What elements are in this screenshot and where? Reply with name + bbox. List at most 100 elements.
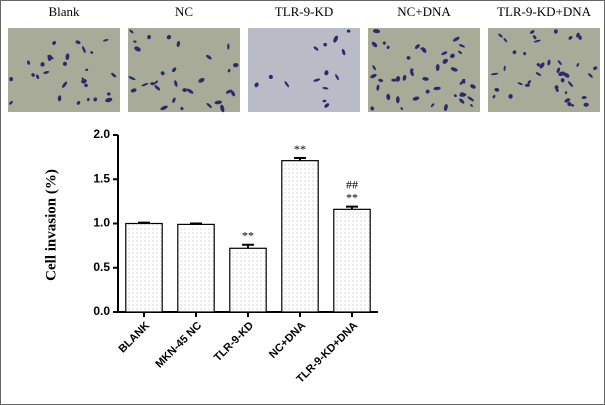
cell [254, 82, 259, 88]
micrograph [248, 28, 360, 112]
cell [421, 47, 427, 53]
cell [47, 54, 52, 62]
panel-label: NC [175, 4, 193, 19]
cell [412, 96, 420, 101]
cell [512, 50, 517, 55]
cell [391, 78, 398, 82]
y-tick-label: 0.0 [93, 304, 110, 318]
micrograph [8, 28, 120, 112]
cell [105, 97, 113, 103]
cell [82, 46, 86, 54]
cell [371, 41, 378, 48]
micrograph [368, 28, 480, 112]
bar-texture [334, 210, 370, 311]
cell [382, 41, 386, 45]
micrograph [128, 28, 240, 113]
cell [230, 90, 236, 97]
cell [564, 91, 568, 95]
cell [576, 32, 580, 38]
cell [43, 70, 50, 74]
error-bar [346, 205, 358, 210]
cell [576, 63, 580, 67]
cell [284, 81, 290, 88]
cell [133, 40, 137, 43]
cell [409, 69, 414, 77]
cell [554, 85, 559, 90]
significance-label: ** [294, 142, 306, 156]
micrograph-bg [248, 28, 360, 112]
cell [459, 78, 466, 85]
y-axis-label: Cell invasion (%) [43, 169, 59, 281]
cell [86, 97, 90, 102]
cell [453, 94, 457, 98]
error-bar [294, 157, 306, 161]
cell [539, 62, 545, 69]
cell [406, 56, 411, 60]
cell [84, 83, 88, 88]
cell [433, 86, 441, 91]
cell [322, 87, 329, 90]
cell [322, 99, 327, 103]
cell [52, 40, 57, 45]
cell [553, 29, 558, 34]
cell [458, 50, 463, 55]
cell [214, 100, 222, 105]
bar-texture [178, 225, 214, 311]
micrograph-bg [8, 28, 120, 112]
cell [313, 46, 319, 51]
cell [567, 101, 572, 107]
cell [443, 103, 448, 112]
cell [40, 62, 45, 67]
cell [85, 68, 89, 72]
cell [9, 77, 14, 82]
cell [206, 54, 212, 60]
cell [386, 45, 390, 50]
cell [536, 63, 540, 67]
cell [134, 46, 141, 52]
cell [470, 84, 476, 89]
cell [182, 88, 188, 92]
cell [166, 34, 172, 40]
cell [450, 53, 455, 59]
panel-label: NC+DNA [397, 4, 451, 19]
cell [492, 94, 496, 99]
cell [333, 35, 339, 43]
significance-label: ** [346, 190, 358, 204]
cell [65, 53, 70, 61]
cell [570, 104, 575, 107]
cell [153, 80, 159, 85]
cell [206, 102, 212, 109]
cell [147, 34, 151, 40]
cell [341, 49, 346, 56]
cell [227, 43, 230, 50]
y-tick-label: 2.0 [93, 127, 110, 141]
cell [430, 103, 435, 107]
cell [557, 60, 562, 66]
cell [335, 74, 340, 81]
cell [61, 81, 68, 88]
y-tick-label: 1.5 [93, 171, 110, 185]
cell [198, 77, 205, 83]
cell [172, 97, 176, 103]
cell [458, 44, 466, 48]
cell [268, 74, 273, 80]
cell [346, 29, 351, 33]
cell [425, 89, 430, 94]
cell [174, 80, 178, 87]
panel-label: TLR-9-KD [275, 4, 334, 19]
cell [581, 96, 587, 99]
bar-texture [230, 249, 266, 311]
significance-label: ## [346, 177, 358, 191]
cell [75, 40, 81, 45]
cell [503, 65, 506, 72]
error-bar [190, 222, 202, 225]
cell [378, 78, 384, 83]
cell [435, 63, 440, 72]
cell [490, 72, 499, 76]
cell [372, 65, 376, 71]
significance-label: ** [242, 228, 254, 242]
micrograph-bg [128, 28, 240, 112]
cell [503, 38, 508, 43]
cell [323, 42, 327, 47]
